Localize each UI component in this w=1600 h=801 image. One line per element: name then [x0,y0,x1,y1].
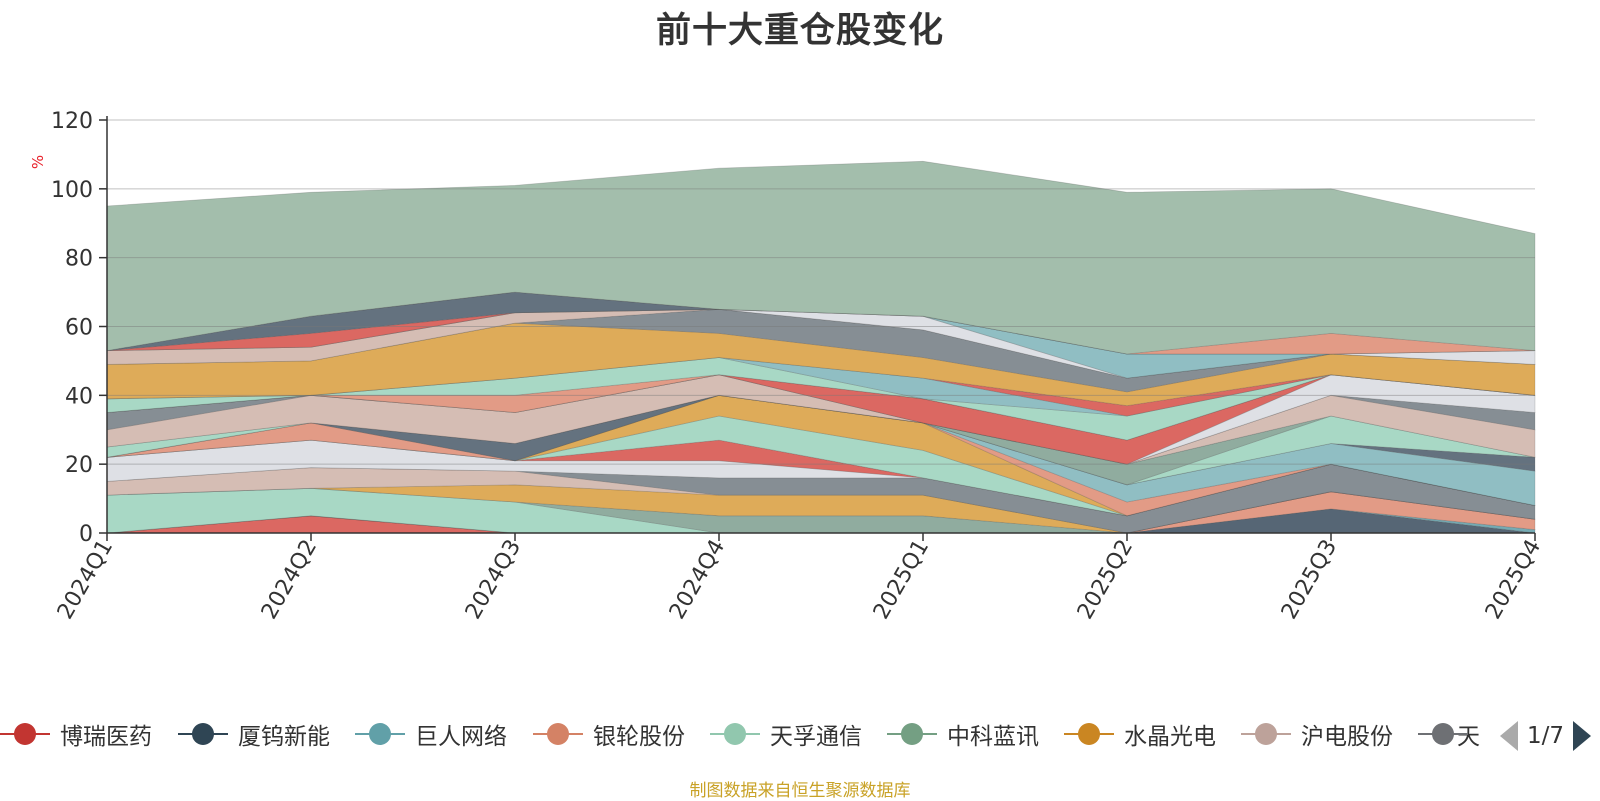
source-note: 制图数据来自恒生聚源数据库 [689,781,911,801]
legend-marker-icon [178,722,228,746]
chart-canvas: 0 20 40 60 80 100 120 2024Q1 2024Q2 2024Q3 2024Q4 2… [29,109,1546,624]
legend-marker-icon [355,722,405,746]
x-tick-label: 2024Q3 [461,536,526,624]
legend-label: 天 [1457,724,1480,750]
x-tick-label: 2024Q4 [665,536,730,624]
legend-item[interactable]: 巨人网络 [355,712,507,756]
legend-label: 水晶光电 [1124,724,1216,750]
legend-marker-icon [710,722,760,746]
y-tick-label: 40 [65,384,93,409]
legend-item[interactable]: 天孚通信 [710,712,862,756]
legend-marker-icon [533,722,583,746]
legend-item[interactable]: 厦钨新能 [178,712,330,756]
legend-marker-icon [1241,722,1291,746]
legend-label: 巨人网络 [415,724,507,750]
legend: 博瑞医药 厦钨新能 巨人网络 银轮股份 天孚通信 中科蓝讯 水晶光电 沪电股份 天 [0,712,1600,756]
legend-marker-icon [887,722,937,746]
legend-prev-page-button[interactable] [1500,721,1518,751]
area-layers [106,160,1536,534]
legend-page-indicator: 1/7 [1527,723,1565,749]
area-series-27 [106,322,1536,407]
x-tick-label: 2025Q1 [869,536,934,624]
legend-marker-icon [1418,722,1468,746]
y-tick-label: 20 [65,453,93,478]
y-tick-label: 60 [65,316,93,341]
x-tick-label: 2025Q2 [1073,536,1138,624]
legend-item[interactable]: 中科蓝讯 [887,712,1039,756]
legend-label: 银轮股份 [593,724,685,750]
legend-item[interactable]: 天 [1418,712,1480,756]
legend-label: 沪电股份 [1301,724,1393,750]
y-axis-label: % [29,155,47,169]
x-tick-label: 2024Q1 [53,536,118,624]
y-tick-label: 0 [79,522,93,547]
legend-label: 天孚通信 [770,724,862,750]
x-tick-label: 2024Q2 [257,536,322,624]
legend-item[interactable]: 沪电股份 [1241,712,1393,756]
y-tick-label: 100 [51,178,93,203]
legend-item[interactable]: 水晶光电 [1064,712,1216,756]
y-tick-label: 80 [65,247,93,272]
x-tick-label: 2025Q4 [1481,536,1546,624]
chart-title: 前十大重仓股变化 [655,11,944,51]
legend-marker-icon [1064,722,1114,746]
legend-label: 博瑞医药 [60,724,152,750]
legend-label: 中科蓝讯 [947,724,1039,750]
legend-label: 厦钨新能 [238,724,330,750]
legend-item[interactable]: 博瑞医药 [0,712,152,756]
grid-lines [107,119,1535,465]
x-tick-label: 2025Q3 [1277,536,1342,624]
legend-pager: 1/7 [1500,718,1592,754]
legend-next-page-button[interactable] [1573,721,1592,751]
legend-item[interactable]: 银轮股份 [533,712,685,756]
area-series-35 [106,160,1536,355]
y-tick-label: 120 [51,109,93,134]
legend-marker-icon [0,722,50,746]
